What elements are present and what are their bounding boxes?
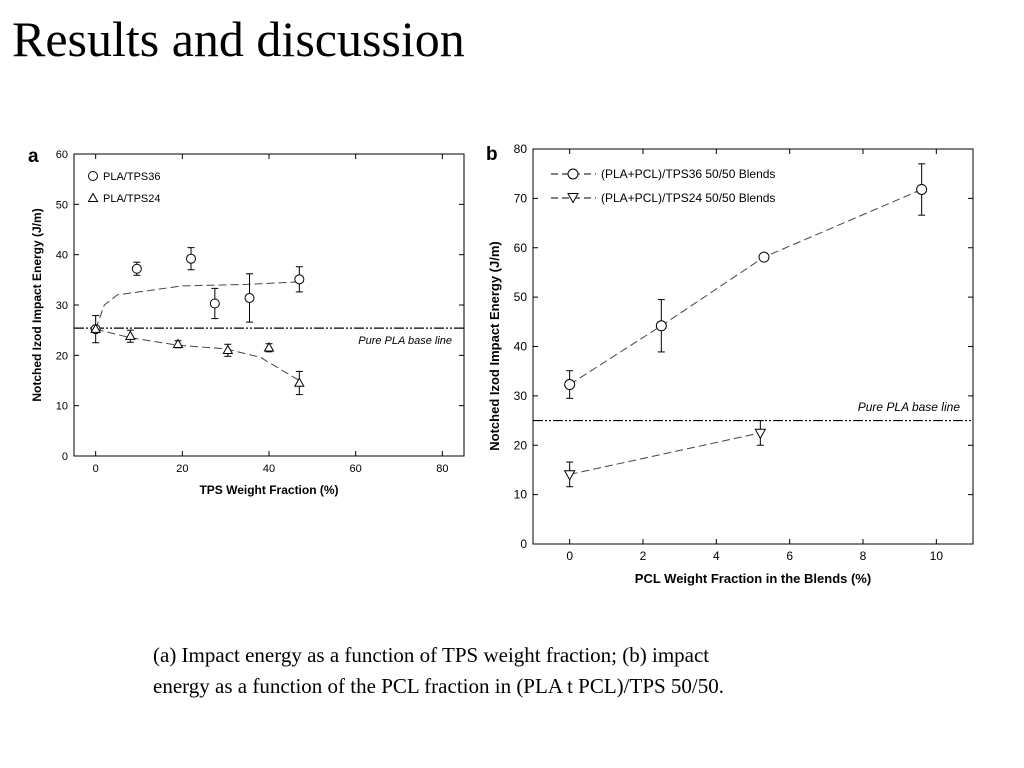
- legend-marker-triangle-b: [567, 193, 579, 204]
- x-tick-label: 2: [640, 549, 647, 563]
- y-tick-label: 20: [514, 438, 528, 452]
- x-tick-label: 60: [350, 463, 362, 475]
- caption-line-1: (a) Impact energy as a function of TPS w…: [153, 643, 710, 667]
- legend-a: PLA/TPS36 PLA/TPS24: [87, 171, 160, 205]
- data-point-circle: [131, 263, 142, 274]
- y-tick-label: 60: [514, 241, 528, 255]
- data-point-triangle: [222, 344, 234, 354]
- x-tick-label: 20: [176, 463, 188, 475]
- x-tick-label: 6: [786, 549, 793, 563]
- y-axis-label-b: Notched Izod Impact Energy (J/m): [487, 241, 502, 450]
- panel-label-b: b: [486, 144, 498, 165]
- figure-caption: (a) Impact energy as a function of TPS w…: [153, 640, 913, 702]
- trend-line: [569, 189, 922, 385]
- data-point-triangle: [263, 341, 275, 352]
- y-tick-label: 30: [56, 300, 68, 312]
- data-point-circle: [294, 274, 305, 285]
- x-tick-label: 40: [263, 463, 275, 475]
- y-tick-label: 0: [62, 451, 68, 463]
- legend-b: (PLA+PCL)/TPS36 50/50 Blends (PLA+PCL)/T…: [551, 167, 775, 205]
- trend-lines-b: [569, 189, 922, 475]
- x-tick-label: 10: [930, 549, 944, 563]
- y-tick-label: 70: [514, 191, 528, 205]
- chart-b: b 0 2 4 6 8 10 0 10 20 30 40 50 60 70 80 Pure PLA base…: [486, 142, 974, 586]
- data-point-triangle: [124, 330, 136, 340]
- data-point-circle: [209, 298, 220, 309]
- y-tick-label: 0: [520, 537, 527, 551]
- data-point-circle: [758, 251, 770, 263]
- y-tick-label: 20: [56, 350, 68, 362]
- trend-line: [95, 328, 300, 381]
- y-tick-label: 40: [56, 250, 68, 262]
- plot-frame-b: [532, 148, 974, 545]
- x-axis-label-a: TPS Weight Fraction (%): [199, 483, 338, 497]
- panel-label-a: a: [28, 146, 39, 167]
- data-point-circle: [244, 292, 255, 303]
- caption-line-2: energy as a function of the PCL fraction…: [153, 674, 725, 698]
- baseline-label-b: Pure PLA base line: [858, 400, 961, 414]
- y-tick-label: 80: [514, 142, 528, 156]
- legend-label-pla-tps36: PLA/TPS36: [103, 171, 160, 183]
- data-points-b: [563, 163, 928, 488]
- y-tick-label: 50: [56, 199, 68, 211]
- legend-label-tps36-blends: (PLA+PCL)/TPS36 50/50 Blends: [601, 167, 775, 181]
- x-tick-label: 4: [713, 549, 720, 563]
- data-point-circle: [916, 183, 928, 195]
- y-tick-label: 50: [514, 290, 528, 304]
- trend-line: [569, 432, 761, 475]
- data-point-circle: [655, 320, 667, 332]
- legend-label-pla-tps24: PLA/TPS24: [103, 193, 160, 205]
- data-point-triangle-down: [754, 428, 767, 440]
- legend-marker-circle-b: [567, 168, 579, 180]
- y-tick-label: 60: [56, 149, 68, 161]
- axis-ticks-b: 0 2 4 6 8 10 0 10 20 30 40 50 60 70 80: [514, 142, 973, 563]
- slide-title: Results and discussion: [12, 11, 465, 67]
- y-tick-label: 10: [56, 401, 68, 413]
- y-tick-label: 40: [514, 340, 528, 354]
- legend-marker-triangle-a: [87, 192, 99, 202]
- x-tick-label: 80: [436, 463, 448, 475]
- y-tick-label: 10: [514, 488, 528, 502]
- data-point-circle: [564, 379, 576, 391]
- axis-ticks-a: 0 20 40 60 80 0 10 20 30 40 50 60: [56, 149, 464, 475]
- baseline-label-a: Pure PLA base line: [358, 335, 452, 347]
- data-point-triangle: [172, 338, 184, 348]
- x-axis-label-b: PCL Weight Fraction in the Blends (%): [635, 571, 871, 586]
- data-point-triangle-down: [563, 470, 576, 481]
- trend-line: [95, 281, 300, 330]
- data-points-a: [90, 247, 305, 396]
- y-tick-label: 30: [514, 389, 528, 403]
- data-point-circle: [186, 253, 196, 264]
- data-point-triangle: [90, 323, 102, 333]
- x-tick-label: 0: [93, 463, 99, 475]
- x-tick-label: 0: [566, 549, 573, 563]
- legend-label-tps24-blends: (PLA+PCL)/TPS24 50/50 Blends: [601, 191, 775, 205]
- data-point-triangle: [293, 377, 305, 387]
- trend-lines-a: [95, 281, 300, 381]
- chart-a: a 0 20 40 60 80 0 10 20 30 40 50 60 Pure PLA base l…: [28, 146, 465, 497]
- y-axis-label-a: Notched Izod Impact Energy (J/m): [30, 208, 44, 401]
- x-tick-label: 8: [860, 549, 867, 563]
- legend-marker-circle-a: [88, 171, 98, 181]
